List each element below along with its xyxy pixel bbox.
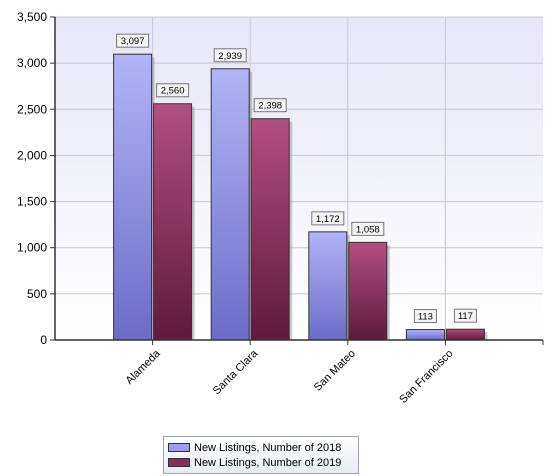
data-label: 2,560 [161, 86, 185, 97]
y-tick-label: 3,500 [17, 10, 47, 24]
legend-item-2019: New Listings, Number of 2019 [168, 455, 354, 470]
bar-2019 [250, 118, 290, 341]
x-tick-label: Santa Clara [211, 347, 261, 397]
legend: New Listings, Number of 2018 New Listing… [163, 436, 359, 474]
data-label-box [213, 48, 247, 63]
data-label: 3,097 [121, 36, 145, 47]
y-tick-label: 1,500 [17, 195, 47, 209]
y-tick-label: 1,000 [17, 241, 47, 255]
data-label: 2,939 [218, 51, 242, 62]
y-tick-label: 2,000 [17, 148, 47, 162]
bar-2018 [405, 329, 445, 341]
legend-label-2019: New Listings, Number of 2019 [194, 456, 342, 469]
data-label-box [253, 98, 287, 113]
y-tick-label: 2,500 [17, 102, 47, 116]
y-tick-label: 3,000 [17, 56, 47, 70]
bar-2018 [308, 231, 348, 341]
bar-2019 [153, 103, 193, 341]
data-label-box [116, 33, 150, 48]
x-tick-label: San Mateo [312, 348, 358, 394]
data-label-box [413, 309, 437, 324]
data-label-box [156, 83, 190, 98]
y-tick-label: 500 [27, 287, 47, 301]
x-tick-label: San Francisco [397, 348, 455, 406]
bar-2019 [348, 241, 388, 341]
data-label-box [453, 308, 477, 323]
data-label-box [351, 221, 385, 236]
legend-label-2018: New Listings, Number of 2018 [194, 441, 342, 454]
bar-2018 [210, 68, 250, 341]
y-tick-label: 0 [40, 333, 47, 347]
bar-2019 [445, 328, 485, 341]
x-tick-label: Alameda [124, 347, 164, 387]
legend-item-2018: New Listings, Number of 2018 [168, 440, 354, 455]
data-label: 117 [458, 311, 473, 322]
data-label: 1,172 [316, 214, 340, 225]
data-label: 1,058 [356, 224, 380, 235]
data-label-box [311, 211, 345, 226]
data-label: 2,398 [258, 101, 282, 112]
bar-2018 [113, 53, 153, 341]
legend-swatch-2019 [168, 458, 190, 467]
bars [113, 53, 488, 341]
data-labels: 3,097 2,560 2,939 2,398 1,172 1,058 113 117 [116, 33, 477, 324]
legend-swatch-2018 [168, 443, 190, 452]
data-label: 113 [418, 312, 433, 323]
